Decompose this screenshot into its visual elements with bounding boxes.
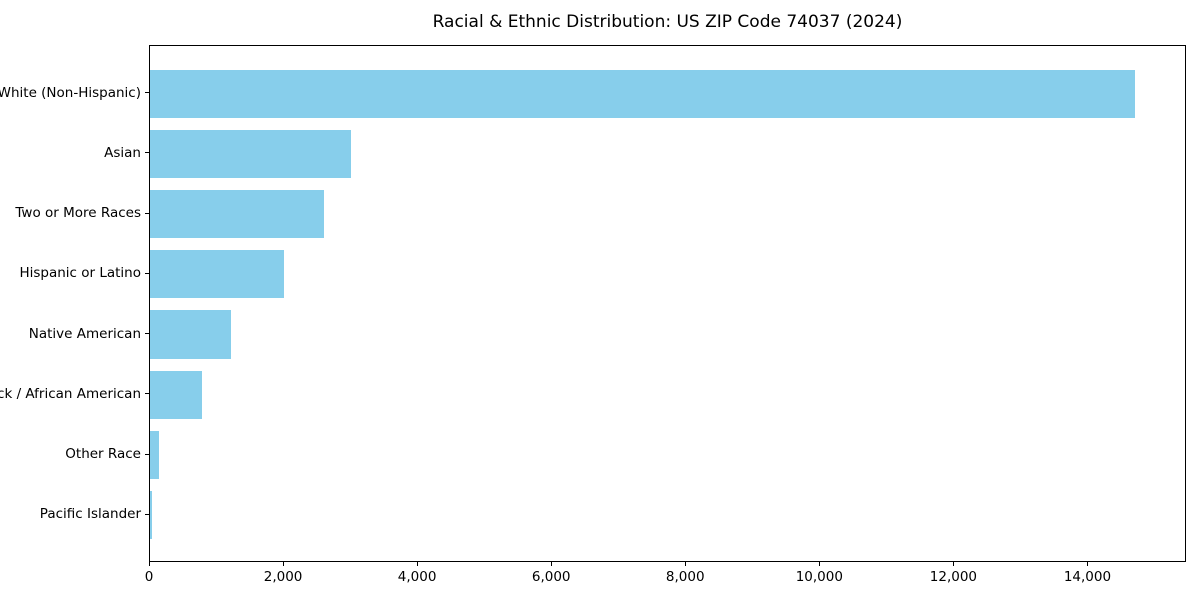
y-tick-label-hispanic-or-latino: Hispanic or Latino bbox=[19, 265, 141, 282]
y-tick-mark bbox=[145, 92, 149, 94]
x-tick-label: 2,000 bbox=[263, 569, 303, 585]
y-tick-label-pacific-islander: Pacific Islander bbox=[39, 506, 141, 523]
y-tick-label-other-race: Other Race bbox=[65, 446, 141, 463]
bar-row-pacific-islander bbox=[150, 491, 1185, 540]
x-tick-mark bbox=[685, 562, 687, 566]
y-tick-label-asian: Asian bbox=[104, 144, 141, 161]
bar-pacific-islander bbox=[150, 491, 153, 540]
bar-row-two-or-more-races bbox=[150, 189, 1185, 239]
x-tick-mark bbox=[283, 562, 285, 566]
bars-container bbox=[150, 69, 1185, 540]
bar-white-non-hispanic bbox=[150, 69, 1136, 118]
bar-black-african-american bbox=[150, 370, 202, 419]
x-tick-label: 0 bbox=[144, 569, 154, 585]
y-tick-label-native-american: Native American bbox=[28, 325, 141, 342]
bar-other-race bbox=[150, 430, 160, 480]
y-tick-label-two-or-more-races: Two or More Races bbox=[15, 205, 141, 222]
x-tick-mark bbox=[149, 562, 150, 566]
x-tick-label: 12,000 bbox=[929, 569, 978, 585]
bar-native-american bbox=[150, 310, 231, 359]
y-tick-mark bbox=[145, 513, 149, 515]
x-tick-mark bbox=[417, 562, 419, 566]
y-tick-mark bbox=[145, 152, 149, 154]
x-tick-label: 10,000 bbox=[795, 569, 843, 585]
x-tick-mark bbox=[819, 562, 821, 566]
x-tick-label: 6,000 bbox=[531, 569, 571, 585]
bar-asian bbox=[150, 129, 352, 178]
x-tick-mark bbox=[1087, 562, 1089, 566]
y-tick-mark bbox=[145, 393, 149, 395]
bar-row-other-race bbox=[150, 430, 1185, 480]
x-tick-mark bbox=[551, 562, 553, 566]
x-tick-label: 14,000 bbox=[1063, 569, 1112, 585]
y-tick-label-black-african-american: Black / African American bbox=[0, 385, 141, 402]
bar-hispanic-or-latino bbox=[150, 250, 284, 299]
bar-row-black-african-american bbox=[150, 370, 1185, 419]
x-tick-label: 8,000 bbox=[665, 569, 705, 585]
x-tick-label: 4,000 bbox=[397, 569, 437, 585]
plot-area bbox=[149, 45, 1186, 562]
x-tick-mark bbox=[953, 562, 955, 566]
bar-row-white-non-hispanic bbox=[150, 69, 1185, 118]
bar-row-native-american bbox=[150, 310, 1185, 359]
chart-title: Racial & Ethnic Distribution: US ZIP Cod… bbox=[432, 12, 903, 32]
y-tick-mark bbox=[145, 272, 149, 274]
bar-row-hispanic-or-latino bbox=[150, 250, 1185, 299]
y-tick-mark bbox=[145, 212, 149, 214]
y-tick-label-white-non-hispanic: White (Non-Hispanic) bbox=[0, 84, 141, 101]
y-tick-mark bbox=[145, 453, 149, 455]
bar-two-or-more-races bbox=[150, 189, 324, 239]
bar-row-asian bbox=[150, 129, 1185, 178]
y-tick-mark bbox=[145, 333, 149, 335]
